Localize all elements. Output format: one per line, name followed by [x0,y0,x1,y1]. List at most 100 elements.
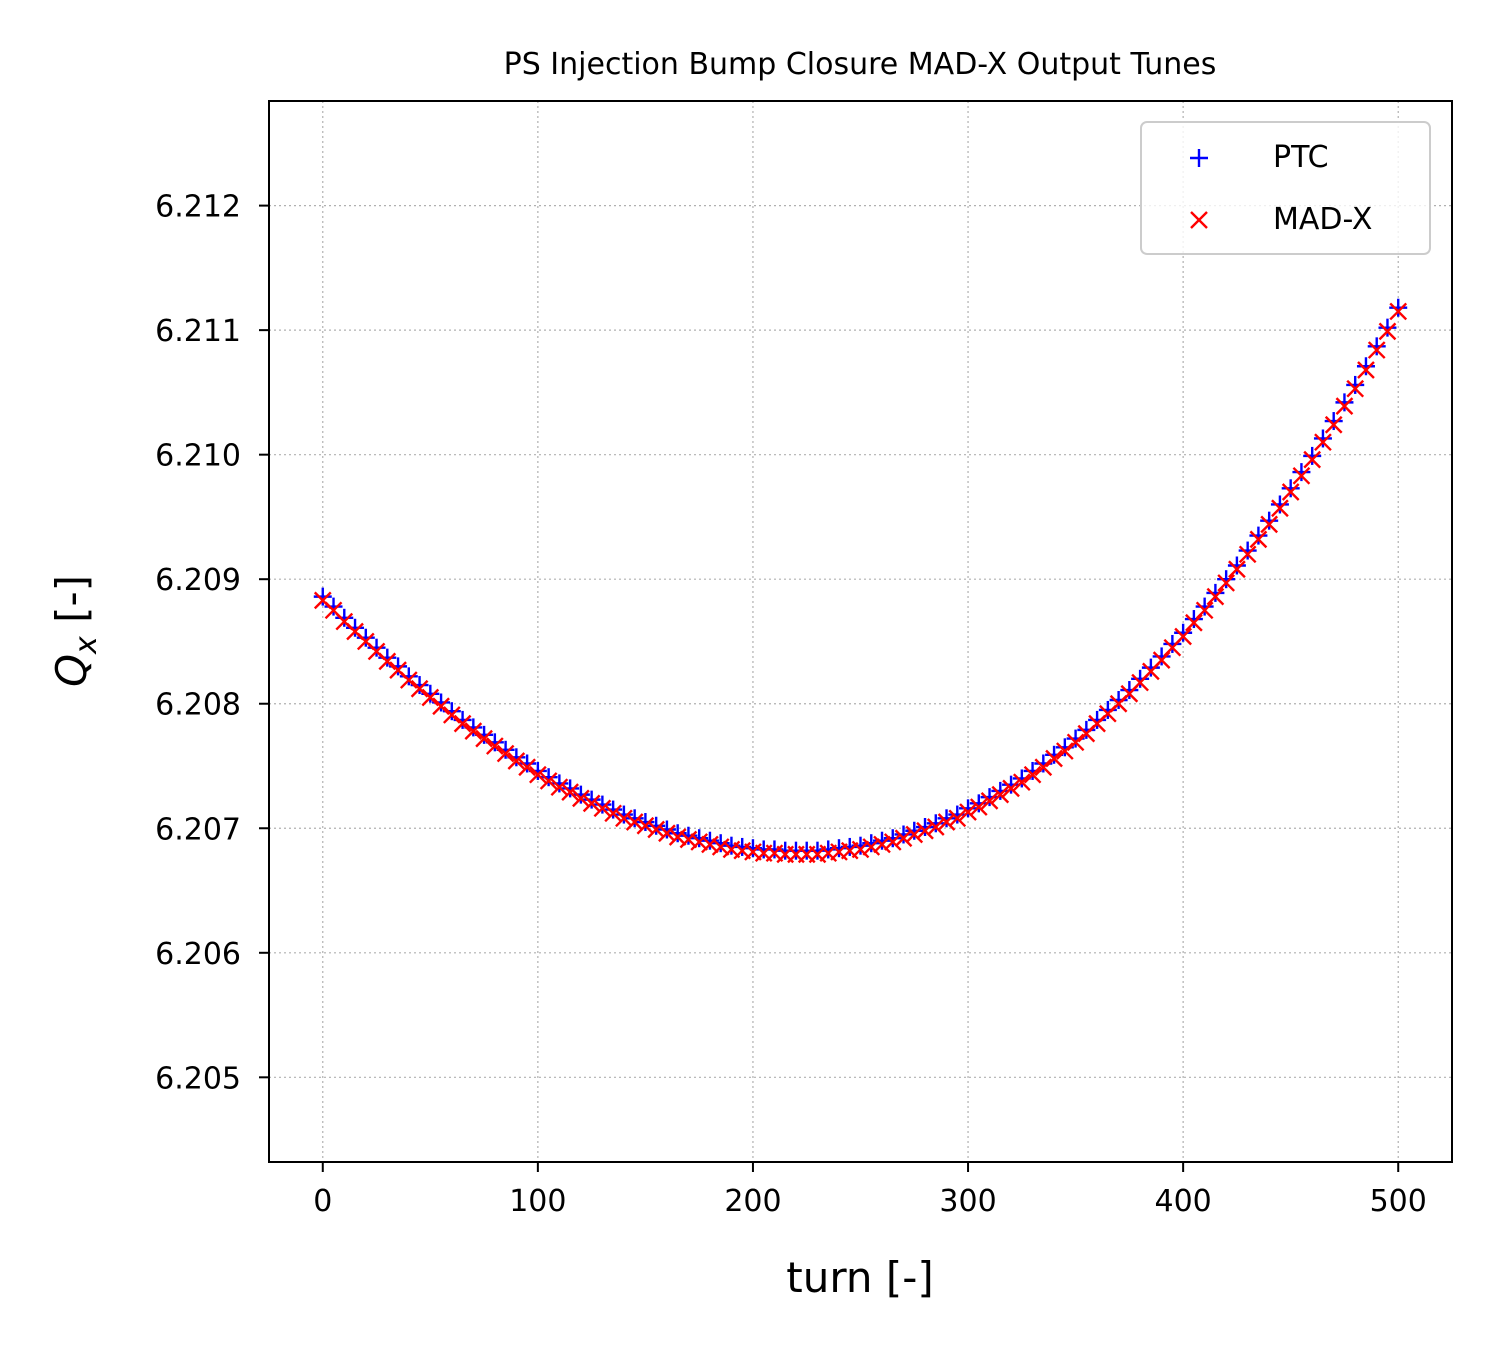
madx-point [1034,758,1053,777]
madx-point [1346,379,1365,398]
svg-text:Qx [-]: Qx [-] [47,575,104,687]
ptc-point [356,628,375,647]
ptc-point [571,785,590,804]
madx-point [475,729,493,748]
madx-point [991,785,1010,804]
ptc-point [1195,597,1214,616]
madx-point [980,792,999,810]
ptc-point [614,805,633,824]
ptc-point [916,818,935,837]
y-tick-label: 6.211 [155,314,241,349]
ptc-point [1131,669,1150,688]
ptc-point [1109,690,1128,709]
madx-point [410,679,429,698]
ptc-point [926,814,945,833]
y-axis-label-subscript: x [69,636,104,655]
madx-point [1045,749,1063,768]
ptc-point [980,788,999,807]
x-tick-label: 300 [939,1184,996,1219]
x-tick-label: 200 [724,1184,781,1219]
x-axis-label: turn [-] [786,1253,934,1302]
legend-marker-madx [1190,211,1208,229]
y-tick-label: 6.206 [155,937,241,972]
legend-marker-ptc [1190,149,1208,167]
ptc-point [1281,479,1300,498]
madx-point [432,697,450,716]
ptc-point [399,667,418,686]
x-tick-label: 400 [1155,1184,1212,1219]
legend-marker-ptc-glyph [1190,149,1208,167]
madx-point [399,671,418,689]
ptc-point [313,587,332,606]
y-tick-label: 6.205 [155,1061,241,1096]
y-tick-label: 6.209 [155,563,241,598]
madx-point [1389,302,1408,321]
ptc-point [324,597,343,616]
y-tick-label: 6.210 [155,439,241,474]
ptc-point [1227,556,1246,575]
ptc-point [1163,634,1182,653]
ptc-point [657,820,676,839]
madx-point [1260,515,1279,534]
madx-point [593,799,612,818]
madx-point [1292,466,1311,485]
x-tick-label: 500 [1370,1184,1427,1219]
madx-point [1281,483,1300,501]
ptc-point [1174,623,1193,642]
madx-point [636,816,655,835]
madx-point [959,803,977,821]
ptc-point [625,809,644,828]
madx-point [442,706,461,724]
ptc-point [593,795,612,814]
madx-point [647,820,666,839]
ptc-point [1292,463,1311,482]
madx-point [464,722,483,740]
madx-point [701,835,719,854]
ptc-point [604,800,623,819]
madx-point [894,829,913,848]
ptc-point [1260,511,1279,530]
ptc-point [561,779,580,798]
madx-point [572,789,590,808]
ptc-point [1088,710,1107,729]
madx-point [1012,773,1031,792]
ptc-point [1346,375,1365,394]
madx-point [1324,415,1343,434]
madx-point [378,652,397,671]
ptc-point [582,790,601,809]
y-axis-label-symbol: Q [47,654,96,687]
madx-point [679,830,698,849]
ptc-point [1077,720,1096,739]
y-axis-label: Qx [-] [47,575,104,687]
ptc-point [1270,495,1289,514]
madx-point [1066,733,1085,752]
y-tick-label: 6.212 [155,190,241,225]
madx-point [1378,322,1397,341]
madx-point [529,765,547,784]
ptc-point [539,768,558,787]
madx-point [1357,361,1375,379]
legend-box [1140,121,1431,255]
madx-point [615,809,633,828]
ptc-point [969,794,988,813]
legend-label-ptc: PTC [1273,140,1329,175]
ptc-point [1120,681,1139,700]
chart-title: PS Injection Bump Closure MAD-X Output T… [504,47,1217,82]
ptc-point [668,824,687,843]
ptc-point [647,816,666,835]
madx-point [937,813,956,831]
y-axis-label-unit: [-] [47,575,96,636]
madx-point [1271,499,1289,518]
ptc-point [959,799,978,818]
madx-point [1228,560,1246,579]
madx-point [1238,545,1257,564]
madx-point [658,824,676,843]
x-tick-label: 100 [509,1184,566,1219]
ptc-point [1238,541,1257,560]
madx-point [1055,742,1074,760]
ptc-point [1249,526,1268,545]
ptc-point [894,825,913,844]
ptc-point [367,638,386,657]
madx-point [453,714,472,733]
